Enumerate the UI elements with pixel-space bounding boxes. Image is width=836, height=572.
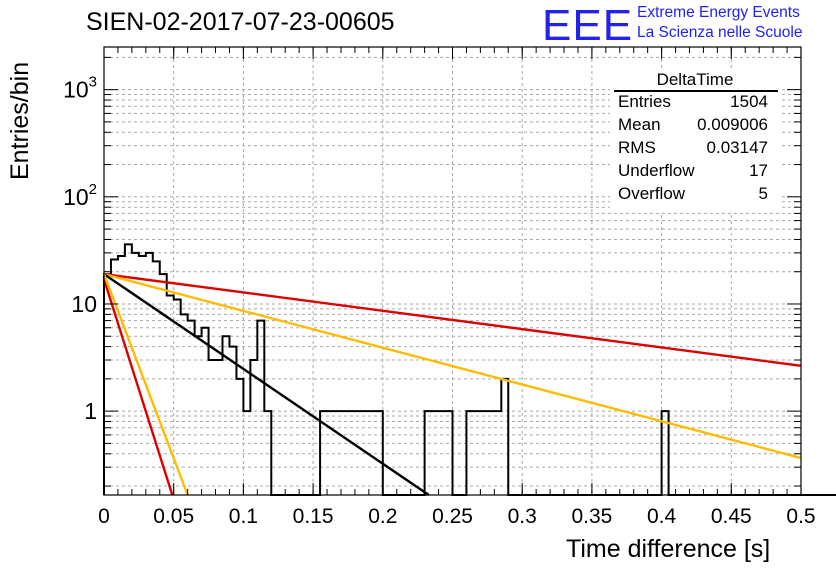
stats-key-underflow: Underflow — [618, 161, 695, 180]
x-tick-label: 0.05 — [153, 505, 194, 528]
stats-key-mean: Mean — [618, 115, 661, 134]
x-tick-labels: 0 0.05 0.1 0.15 0.2 0.25 0.3 0.35 0.4 0.45 0.5 — [98, 505, 815, 528]
eee-logo: EEE — [542, 1, 634, 50]
stats-box: DeltaTime Entries 1504 Mean 0.009006 RMS… — [610, 70, 780, 212]
axis-ticks — [103, 47, 802, 495]
fit-line-5 — [102, 273, 189, 496]
x-tick-label: 0.2 — [368, 505, 397, 528]
stats-key-overflow: Overflow — [618, 184, 686, 203]
x-tick-label: 0.5 — [786, 505, 815, 528]
stats-value-overflow: 5 — [758, 184, 768, 203]
x-tick-label: 0.45 — [711, 505, 752, 528]
logo-caption-line1: Extreme Energy Events — [637, 4, 800, 21]
stats-value-rms: 0.03147 — [706, 138, 768, 157]
x-tick-label: 0.15 — [293, 505, 334, 528]
stats-key-rms: RMS — [618, 138, 656, 157]
stats-value-underflow: 17 — [749, 161, 768, 180]
chart-title: SIEN-02-2017-07-23-00605 — [86, 8, 395, 36]
y-tick-label: 103 — [63, 74, 97, 103]
stats-value-mean: 0.009006 — [697, 115, 768, 134]
stats-value-entries: 1504 — [730, 92, 768, 111]
x-tick-label: 0.4 — [647, 505, 677, 528]
y-tick-label: 1 — [84, 398, 97, 424]
y-tick-labels: 1 10 102 103 — [63, 74, 97, 424]
x-tick-label: 0.1 — [229, 505, 258, 528]
fit-line-1 — [103, 272, 802, 367]
stats-key-entries: Entries — [618, 92, 671, 111]
x-tick-label: 0 — [98, 505, 110, 528]
x-tick-label: 0.35 — [571, 505, 612, 528]
fit-line-2 — [103, 272, 802, 460]
x-axis-label: Time difference [s] — [566, 535, 771, 563]
x-tick-label: 0.3 — [508, 505, 537, 528]
x-tick-label: 0.25 — [432, 505, 473, 528]
fit-line-3 — [103, 273, 430, 496]
fit-line-4 — [102, 278, 174, 496]
y-tick-label: 102 — [63, 181, 97, 210]
logo-caption-line2: La Scienza nelle Scuole — [637, 24, 803, 41]
y-axis-label: Entries/bin — [6, 61, 34, 180]
y-tick-label: 10 — [71, 291, 97, 317]
stats-divider — [614, 90, 778, 92]
fit-lines — [102, 272, 802, 496]
stats-title: DeltaTime — [656, 70, 734, 89]
